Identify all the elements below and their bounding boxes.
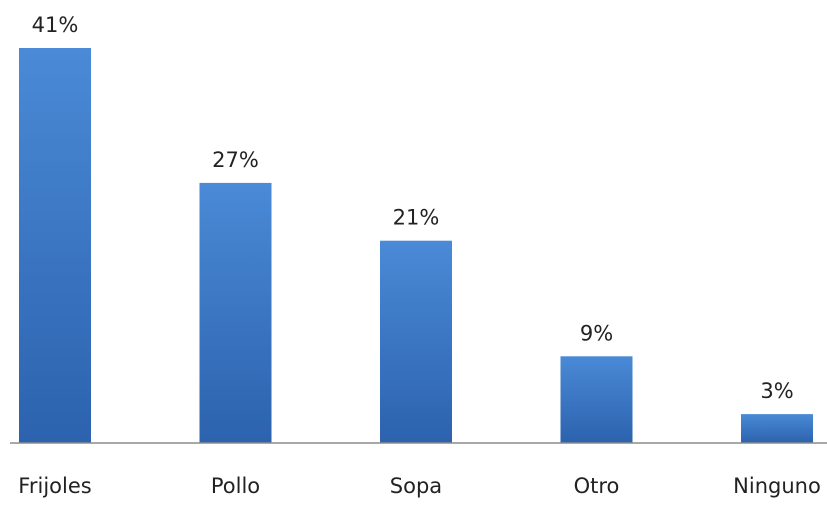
value-labels-layer: 41% 27% 21% 9% 3% <box>32 13 794 403</box>
category-label-frijoles: Frijoles <box>18 474 91 498</box>
category-label-sopa: Sopa <box>390 474 442 498</box>
category-label-pollo: Pollo <box>211 474 260 498</box>
bars-layer <box>19 48 813 443</box>
bar-sopa <box>380 240 452 443</box>
value-label-ninguno: 3% <box>760 379 793 403</box>
value-label-otro: 9% <box>580 321 613 345</box>
value-label-frijoles: 41% <box>32 13 79 37</box>
category-labels-layer: Frijoles Pollo Sopa Otro Ninguno <box>18 474 821 498</box>
category-label-otro: Otro <box>574 474 620 498</box>
bar-frijoles <box>19 48 91 443</box>
bar-otro <box>560 356 633 443</box>
value-label-pollo: 27% <box>212 148 259 172</box>
bar-ninguno <box>741 414 813 443</box>
category-label-ninguno: Ninguno <box>733 474 821 498</box>
value-label-sopa: 21% <box>393 206 440 230</box>
bar-pollo <box>199 182 272 443</box>
